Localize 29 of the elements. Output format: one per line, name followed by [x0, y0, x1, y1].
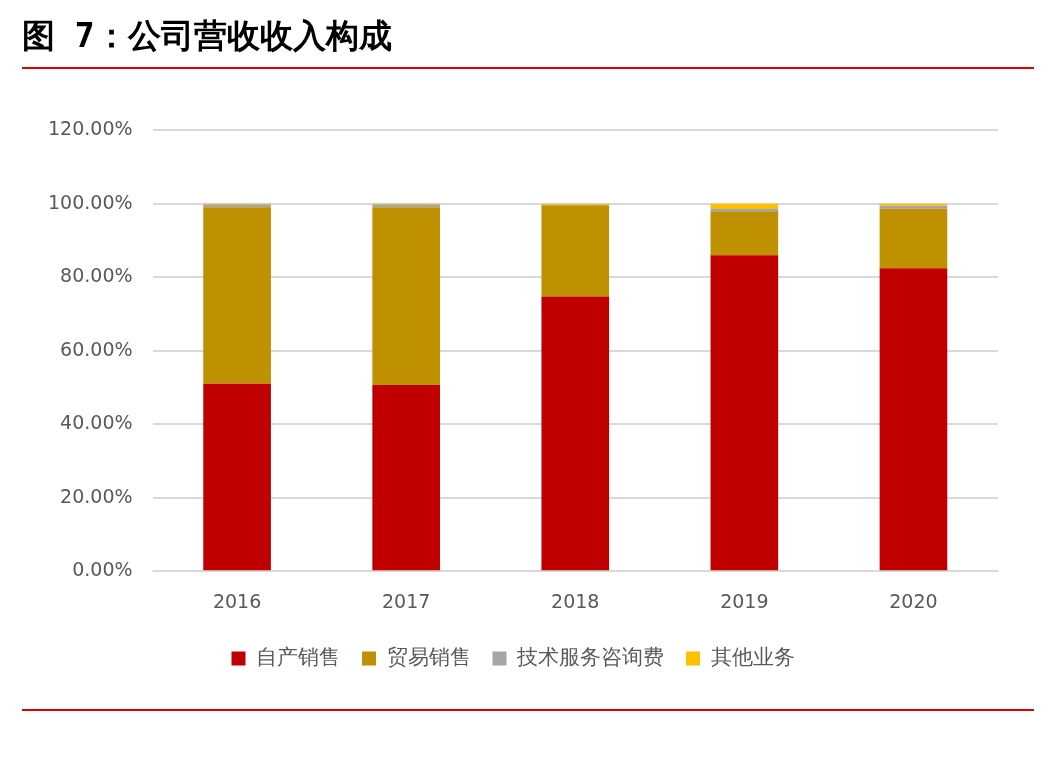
x-tick-label: 2016 — [212, 589, 262, 612]
x-tick-label: 2019 — [720, 589, 769, 612]
bar — [710, 211, 779, 256]
legend-label: 自产销售 — [256, 644, 340, 669]
bar — [879, 268, 948, 571]
bar — [710, 209, 779, 212]
bar — [203, 207, 271, 384]
bar — [372, 207, 440, 385]
y-tick-label: 100.00% — [47, 190, 133, 213]
bar — [541, 206, 610, 297]
bar — [710, 203, 779, 210]
y-tick-label: 120.00% — [47, 117, 133, 140]
bar — [710, 255, 779, 571]
legend-label: 贸易销售 — [386, 644, 471, 669]
x-tick-label: 2020 — [889, 589, 938, 612]
bar — [372, 384, 440, 571]
bar — [541, 296, 610, 571]
y-tick-label: 20.00% — [60, 484, 133, 507]
legend-label: 技术服务咨询费 — [516, 644, 664, 669]
x-tick-label: 2018 — [551, 589, 600, 612]
bar — [879, 208, 948, 269]
y-tick-label: 80.00% — [60, 264, 133, 287]
legend-label: 其他业务 — [710, 644, 795, 669]
y-tick-label: 0.00% — [72, 558, 133, 581]
x-tick-label: 2017 — [381, 589, 431, 612]
y-tick-label: 60.00% — [60, 337, 133, 360]
y-tick-label: 40.00% — [60, 411, 133, 434]
chart-title: 图 7：公司营收收入构成 — [21, 15, 393, 57]
bar — [203, 383, 271, 571]
